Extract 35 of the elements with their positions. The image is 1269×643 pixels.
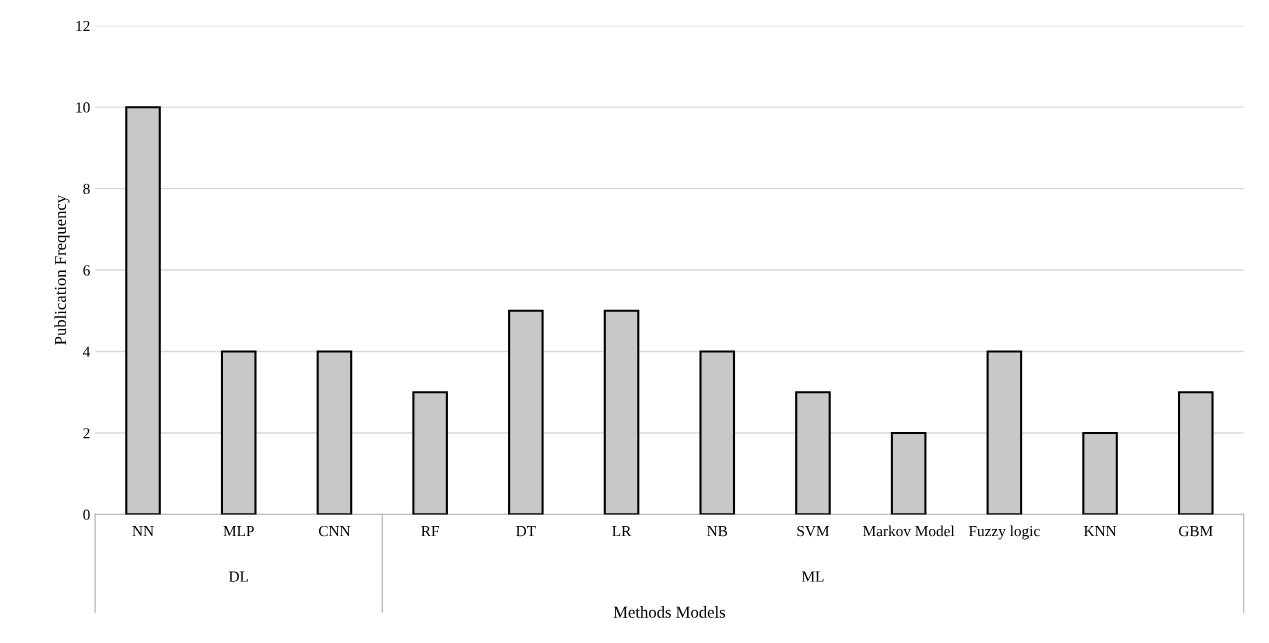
bar	[508, 309, 544, 515]
bar	[603, 309, 640, 515]
x-tick-label: MLP	[223, 526, 254, 537]
bar	[1082, 431, 1118, 515]
bar	[316, 350, 353, 515]
text: DL	[228, 571, 248, 582]
x-tick-label: CNN	[318, 526, 351, 537]
bar	[1177, 391, 1214, 515]
y-tick-label: 12	[76, 20, 90, 32]
x-tick-label: NN	[132, 526, 154, 537]
y-tick-label: 6	[83, 265, 90, 276]
x-tick-label: GBM	[1178, 526, 1213, 537]
x-tick-label: Fuzzy logic	[968, 525, 1040, 540]
y-tick-label: 10	[76, 102, 90, 113]
y-tick-label: 2	[83, 428, 90, 439]
x-tick-label: DT	[516, 526, 536, 537]
y-tick-label: 8	[83, 183, 90, 195]
y-tick-label: 4	[82, 346, 91, 357]
bar	[890, 431, 927, 515]
bar	[795, 391, 831, 515]
x-tick-label: LR	[612, 526, 632, 537]
bar	[220, 350, 257, 515]
x-tick-label: SVM	[797, 526, 830, 537]
x-tick-label: Markov Model	[863, 525, 955, 537]
x-tick-label: KNN	[1083, 526, 1117, 537]
y-tick-label: 0	[83, 509, 90, 520]
bar	[125, 106, 161, 515]
y-axis-title: Publication Frequency	[54, 194, 70, 345]
bar	[412, 391, 448, 515]
x-tick-label: NB	[707, 526, 728, 537]
bar	[699, 350, 736, 515]
x-tick-label: RF	[421, 526, 439, 537]
x-axis-title: Methods Models	[613, 606, 726, 618]
bar	[986, 350, 1023, 515]
text: ML	[801, 571, 824, 582]
